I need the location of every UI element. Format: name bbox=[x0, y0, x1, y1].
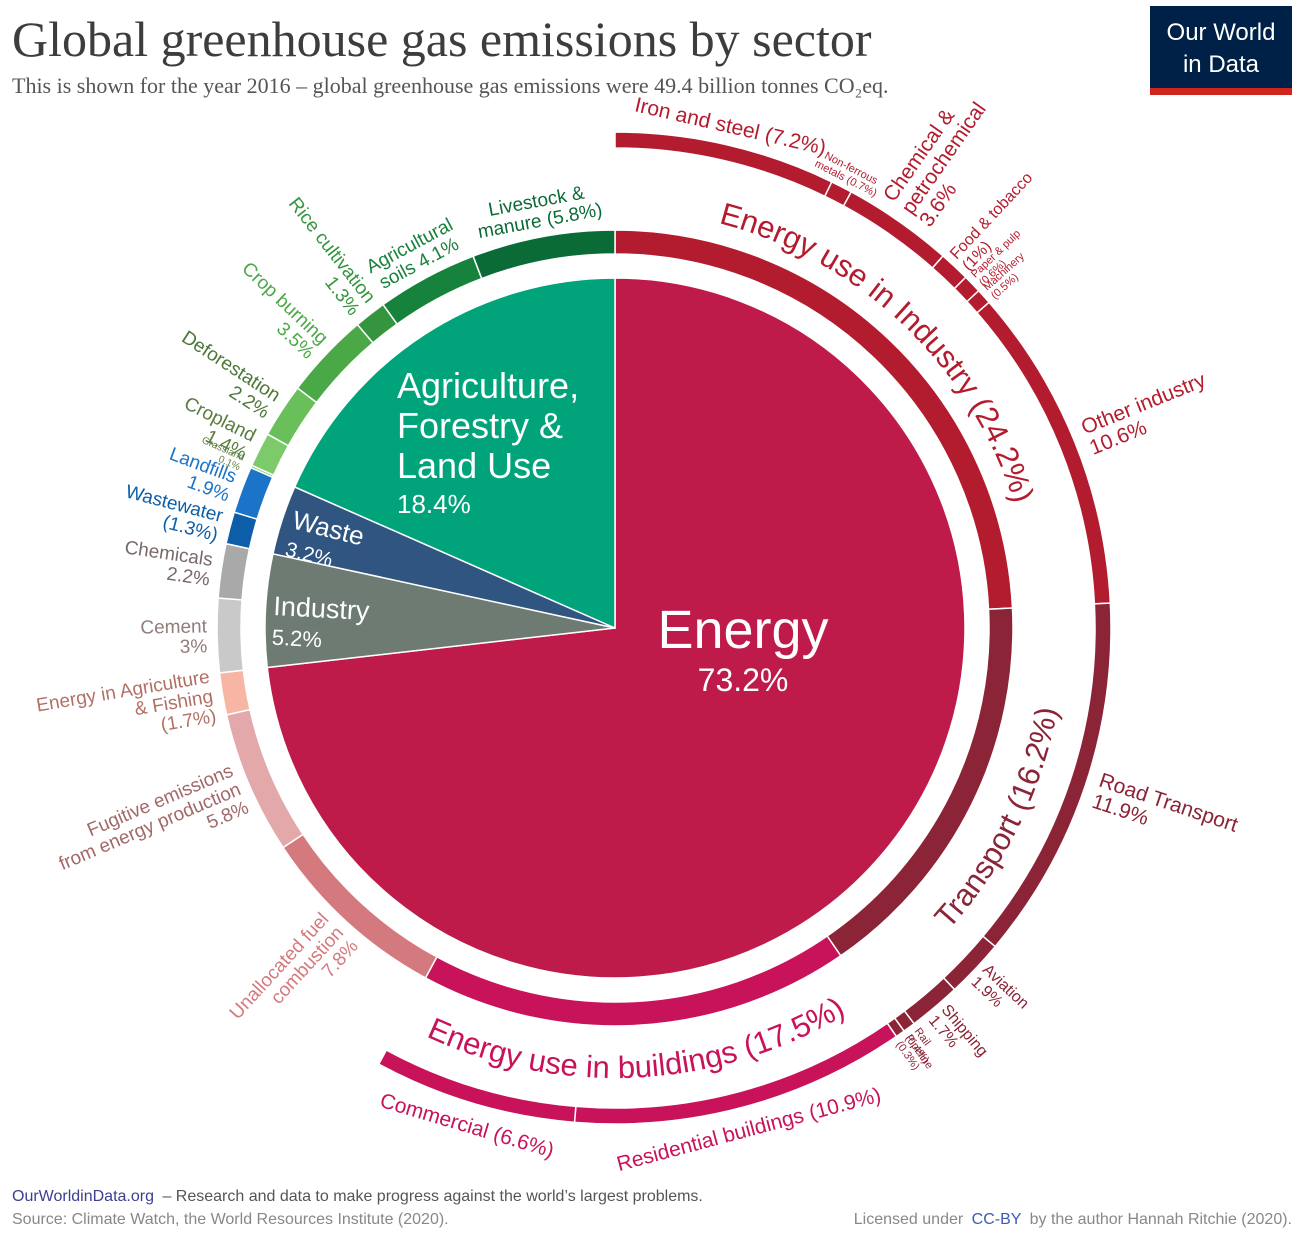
label-line: 3% bbox=[180, 636, 208, 658]
sector-name: Land Use bbox=[397, 445, 551, 486]
footer-source: Source: Climate Watch, the World Resourc… bbox=[12, 1211, 449, 1228]
group-value: (16.2%) bbox=[1000, 704, 1065, 816]
footer-tagline: – Research and data to make progress aga… bbox=[162, 1188, 702, 1205]
license-text: by the author Hannah Ritchie (2020). bbox=[1030, 1211, 1292, 1228]
rings bbox=[216, 131, 1112, 1125]
label-line: Cement bbox=[140, 616, 208, 638]
sector-slice bbox=[293, 277, 616, 630]
sector-name: Industry bbox=[273, 591, 371, 626]
sector-name: Energy bbox=[657, 600, 828, 660]
logo-box bbox=[1150, 6, 1292, 88]
segment-label: Energy in Agriculture& Fishing(1.7%) bbox=[35, 667, 218, 736]
label-name: 3% bbox=[180, 636, 208, 658]
sector-name: Agriculture, bbox=[397, 365, 579, 406]
subsector-arc bbox=[217, 542, 251, 601]
subsector-arc bbox=[472, 229, 616, 280]
label-value: (10.9%) bbox=[807, 1084, 884, 1125]
logo-text: Our World bbox=[1167, 19, 1276, 46]
subsector-arc bbox=[216, 597, 245, 674]
sector-name: Forestry & bbox=[397, 405, 563, 446]
footer-site[interactable]: OurWorldinData.org bbox=[12, 1188, 154, 1205]
footer-line: OurWorldinData.org – Research and data t… bbox=[12, 1188, 703, 1205]
label-value: (7.2%) bbox=[763, 123, 828, 159]
chart-subtitle: This is shown for the year 2016 – global… bbox=[12, 73, 889, 98]
label-value: (6.6%) bbox=[491, 1123, 557, 1163]
label-name: Cement bbox=[140, 616, 208, 638]
sector-slice bbox=[266, 277, 966, 979]
item-arc bbox=[377, 1049, 577, 1124]
logo-text: in Data bbox=[1183, 51, 1260, 78]
license-text: Licensed under bbox=[854, 1211, 964, 1228]
sector-value: 73.2% bbox=[698, 662, 789, 698]
license-link[interactable]: CC-BY bbox=[972, 1211, 1022, 1228]
chart-title: Global greenhouse gas emissions by secto… bbox=[12, 11, 872, 67]
logo: Our World in Data bbox=[1150, 6, 1292, 95]
subsector-arc bbox=[218, 669, 251, 716]
sector-value: 18.4% bbox=[397, 489, 471, 519]
logo-bar bbox=[1150, 88, 1292, 95]
sector-value: 5.2% bbox=[271, 625, 322, 653]
footer-license: Licensed under CC-BY by the author Hanna… bbox=[854, 1211, 1292, 1228]
